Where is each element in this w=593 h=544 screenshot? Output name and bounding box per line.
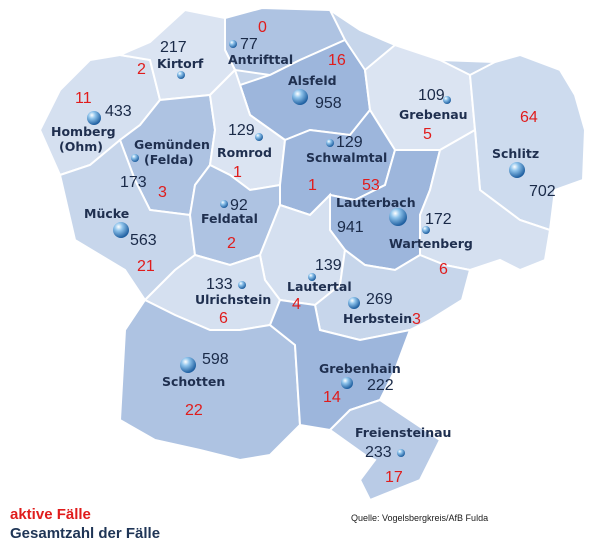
active-count-herbstein: 3 — [412, 311, 421, 328]
city-dot-lautertal — [308, 273, 316, 281]
name-schotten: Schotten — [162, 374, 225, 389]
city-dot-gemuenden — [131, 154, 139, 162]
total-count-lauterbach: 941 — [337, 219, 364, 236]
total-count-kirtorf: 217 — [160, 39, 187, 56]
region-wartenberg — [419, 128, 552, 272]
total-count-romrod: 129 — [228, 122, 255, 139]
total-count-freiensteinau: 233 — [365, 444, 392, 461]
active-count-romrod: 1 — [233, 164, 242, 181]
total-count-wartenberg: 172 — [425, 211, 452, 228]
active-count-schotten: 22 — [185, 402, 203, 419]
name-gemuenden: Gemünden (Felda) — [134, 137, 214, 167]
active-count-grebenhain: 14 — [323, 389, 341, 406]
total-count-lautertal: 139 — [315, 257, 342, 274]
city-dot-freiensteinau — [397, 449, 405, 457]
name-ulrichstein: Ulrichstein — [195, 292, 271, 307]
total-count-grebenau: 109 — [418, 87, 445, 104]
city-dot-romrod — [255, 133, 263, 141]
total-count-homberg: 433 — [105, 103, 132, 120]
active-count-homberg: 11 — [75, 90, 92, 107]
active-count-lautertal: 4 — [292, 296, 301, 313]
name-romrod: Romrod — [217, 145, 272, 160]
active-count-wartenberg: 6 — [439, 261, 448, 278]
name-gemuenden-line2: (Felda) — [144, 152, 194, 167]
active-count-kirtorf: 2 — [137, 61, 146, 78]
name-herbstein: Herbstein — [343, 311, 412, 326]
name-kirtorf: Kirtorf — [157, 56, 204, 71]
active-count-ulrichstein: 6 — [219, 310, 228, 327]
total-count-feldatal: 92 — [230, 197, 248, 214]
total-count-antrifttal: 77 — [240, 36, 258, 53]
city-dot-schwalmtal — [326, 139, 334, 147]
legend-active-cases: aktive Fälle — [10, 506, 91, 523]
city-dot-herbstein — [348, 297, 360, 309]
city-dot-feldatal — [220, 200, 228, 208]
total-count-grebenhain: 222 — [367, 377, 394, 394]
active-count-grebenau: 5 — [423, 126, 432, 143]
total-count-gemuenden: 173 — [120, 174, 147, 191]
source-credit: Quelle: Vogelsbergkreis/AfB Fulda — [351, 513, 489, 523]
region-kirtorf — [116, 8, 237, 102]
active-count-alsfeld: 16 — [328, 52, 346, 69]
city-dot-kirtorf — [177, 71, 185, 79]
name-schlitz: Schlitz — [492, 146, 539, 161]
active-count-schlitz: 64 — [520, 109, 538, 126]
city-dot-homberg — [87, 111, 101, 125]
city-dot-schotten — [180, 357, 196, 373]
total-count-herbstein: 269 — [366, 291, 393, 308]
name-grebenau: Grebenau — [399, 107, 468, 122]
active-count-lauterbach: 53 — [362, 177, 380, 194]
legend-total-cases: Gesamtzahl der Fälle — [10, 525, 161, 542]
city-dot-lauterbach — [389, 208, 407, 226]
name-muecke: Mücke — [84, 206, 129, 221]
name-feldatal: Feldatal — [201, 211, 258, 226]
name-schwalmtal: Schwalmtal — [306, 150, 387, 165]
city-dot-alsfeld — [292, 89, 308, 105]
total-count-schotten: 598 — [202, 351, 229, 368]
name-lautertal: Lautertal — [287, 279, 352, 294]
total-count-alsfeld: 958 — [315, 95, 342, 112]
name-lauterbach: Lauterbach — [336, 195, 416, 210]
name-homberg: Homberg (Ohm) — [51, 124, 120, 154]
name-freiensteinau: Freiensteinau — [355, 425, 451, 440]
total-count-muecke: 563 — [130, 232, 157, 249]
city-labels: 0 77 Antrifttal 217 2 Kirtorf 16 Alsfeld… — [51, 19, 556, 486]
city-dot-schlitz — [509, 162, 525, 178]
city-dot-wartenberg — [422, 226, 430, 234]
region-grebenhain — [268, 298, 412, 432]
total-count-ulrichstein: 133 — [206, 276, 233, 293]
active-count-freiensteinau: 17 — [385, 469, 403, 486]
city-dot-grebenau — [443, 96, 451, 104]
name-grebenhain: Grebenhain — [319, 361, 401, 376]
name-wartenberg: Wartenberg — [389, 236, 473, 251]
active-count-feldatal: 2 — [227, 235, 236, 252]
city-dot-muecke — [113, 222, 129, 238]
city-dots — [87, 40, 525, 457]
city-dot-grebenhain — [341, 377, 353, 389]
active-count-schwalmtal: 1 — [308, 177, 317, 194]
active-count-muecke: 21 — [137, 258, 155, 275]
total-count-schlitz: 702 — [529, 183, 556, 200]
city-dot-ulrichstein — [238, 281, 246, 289]
name-homberg-line1: Homberg — [51, 124, 116, 139]
total-count-schwalmtal: 129 — [336, 134, 363, 151]
name-homberg-line2: (Ohm) — [59, 139, 103, 154]
name-gemuenden-line1: Gemünden — [134, 137, 210, 152]
city-dot-antrifttal — [229, 40, 237, 48]
active-count-antrifttal: 0 — [258, 19, 267, 36]
region-freiensteinau — [328, 398, 442, 502]
name-antrifttal: Antrifttal — [228, 52, 293, 67]
name-alsfeld: Alsfeld — [288, 73, 337, 88]
active-count-gemuenden: 3 — [158, 184, 167, 201]
